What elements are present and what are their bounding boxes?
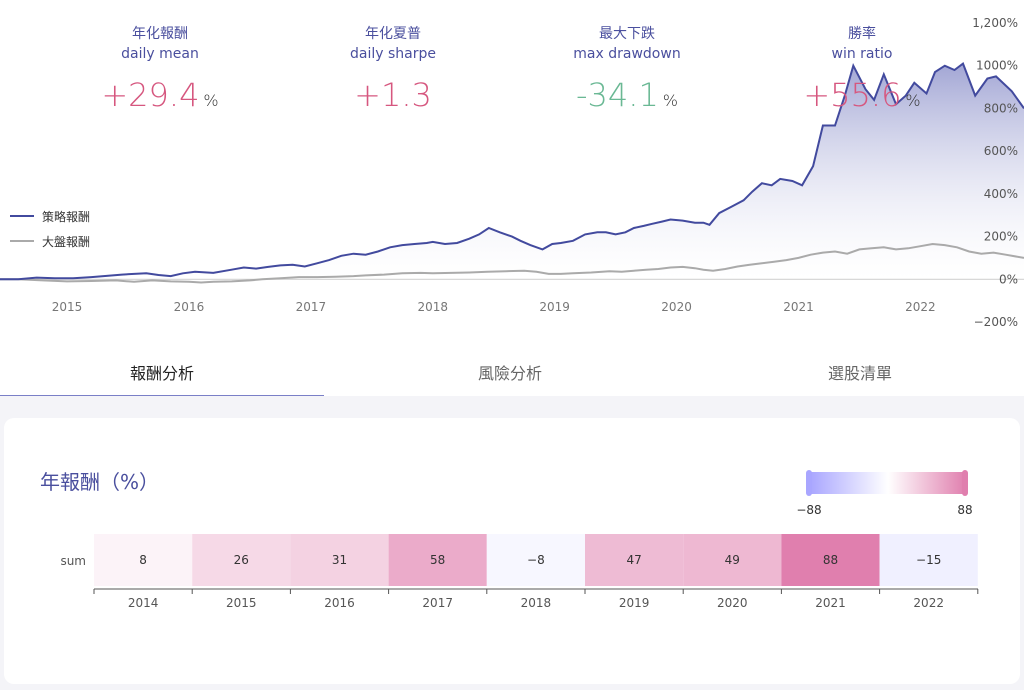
heatmap-title: 年報酬（%）	[40, 470, 160, 494]
heatmap-x-label: 2019	[619, 596, 650, 610]
stat-value: +1.3	[354, 76, 432, 114]
heatmap-cell-value: −15	[916, 553, 941, 567]
heatmap-cell[interactable]	[585, 534, 684, 586]
x-tick-label: 2015	[52, 300, 83, 314]
heatmap-x-label: 2020	[717, 596, 748, 610]
cumulative-return-chart[interactable]: 1,200% 1000% 800% 600% 400% 200% 0% −200% 2015 2…	[0, 0, 1024, 340]
heatmap-x-label: 2018	[521, 596, 552, 610]
x-tick-label: 2022	[905, 300, 936, 314]
x-tick-label: 2017	[296, 300, 327, 314]
y-tick-label: 600%	[984, 144, 1018, 158]
stat-unit: %	[203, 91, 219, 110]
stat-unit: %	[905, 91, 921, 110]
benchmark-line	[0, 242, 1024, 284]
color-scale-handle-min[interactable]	[806, 470, 812, 496]
stat-annual-sharpe: 年化夏普 daily sharpe +1.3	[293, 24, 493, 114]
tab-stock-list[interactable]: 選股清單	[827, 364, 892, 383]
strategy-area-fill	[0, 63, 1024, 280]
heatmap-cell[interactable]	[486, 534, 585, 586]
heatmap-cell-value: −8	[527, 553, 545, 567]
stat-subtitle: daily sharpe	[350, 46, 436, 62]
stat-max-drawdown: 最大下跌 max drawdown -34.1%	[527, 24, 727, 114]
stat-value: +55.6	[803, 76, 902, 114]
heatmap-cell-value: 88	[823, 553, 838, 567]
x-tick-label: 2016	[174, 300, 205, 314]
stat-title: 最大下跌	[599, 26, 655, 42]
heatmap-cell-value: 8	[139, 553, 147, 567]
heatmap-cell[interactable]	[192, 534, 291, 586]
stat-win-ratio: 勝率 win ratio +55.6%	[762, 24, 962, 114]
heatmap-x-label: 2017	[422, 596, 453, 610]
stat-title: 年化夏普	[365, 26, 421, 42]
x-tick-label: 2018	[417, 300, 448, 314]
stat-title: 勝率	[848, 26, 876, 42]
heatmap-x-label: 2022	[913, 596, 944, 610]
stat-title: 年化報酬	[132, 26, 188, 42]
stat-value: +29.4	[101, 76, 200, 114]
heatmap-x-label: 2015	[226, 596, 257, 610]
y-tick-label: 1,200%	[972, 16, 1018, 30]
y-tick-label: 1000%	[976, 59, 1018, 73]
color-scale-max-label: 88	[957, 503, 972, 517]
y-tick-label: 200%	[984, 230, 1018, 244]
heatmap-cell-value: 26	[234, 553, 249, 567]
heatmap-cell[interactable]	[879, 534, 978, 586]
color-scale-min-label: −88	[796, 503, 821, 517]
annual-return-heatmap[interactable]: −88 88 sum 8 26 31 58 −8 47 49 88 −15 2014 2015 20…	[0, 460, 1024, 620]
tab-return-analysis[interactable]: 報酬分析	[129, 364, 194, 383]
color-scale-handle-max[interactable]	[962, 470, 968, 496]
legend-strategy-label[interactable]: 策略報酬	[42, 209, 90, 224]
x-tick-label: 2021	[783, 300, 814, 314]
x-tick-label: 2020	[661, 300, 692, 314]
color-scale-bar	[810, 472, 966, 494]
y-tick-label: −200%	[974, 315, 1018, 329]
heatmap-cell-value: 49	[725, 553, 740, 567]
heatmap-x-label: 2016	[324, 596, 355, 610]
heatmap-cell[interactable]	[94, 534, 193, 586]
heatmap-row-label: sum	[60, 554, 86, 568]
y-tick-label: 800%	[984, 101, 1018, 115]
heatmap-cell[interactable]	[683, 534, 782, 586]
heatmap-cell[interactable]	[290, 534, 389, 586]
stat-unit: %	[662, 91, 678, 110]
heatmap-cell[interactable]	[388, 534, 487, 586]
stat-subtitle: win ratio	[831, 46, 893, 62]
stat-subtitle: daily mean	[121, 46, 199, 62]
heatmap-cell-value: 58	[430, 553, 445, 567]
stat-value: -34.1	[576, 76, 659, 114]
heatmap-cell-value: 31	[332, 553, 347, 567]
y-tick-label: 0%	[999, 272, 1018, 286]
heatmap-cell-value: 47	[626, 553, 641, 567]
x-tick-label: 2019	[539, 300, 570, 314]
heatmap-x-label: 2014	[128, 596, 159, 610]
y-tick-label: 400%	[984, 187, 1018, 201]
analysis-tabs: 報酬分析 風險分析 選股清單	[0, 352, 1024, 397]
strategy-line	[0, 62, 1024, 281]
tab-risk-analysis[interactable]: 風險分析	[477, 364, 542, 383]
legend-benchmark-label[interactable]: 大盤報酬	[42, 235, 90, 249]
heatmap-cell[interactable]	[781, 534, 880, 586]
heatmap-x-label: 2021	[815, 596, 846, 610]
stat-subtitle: max drawdown	[573, 46, 681, 62]
stat-annual-return: 年化報酬 daily mean +29.4%	[60, 24, 260, 114]
